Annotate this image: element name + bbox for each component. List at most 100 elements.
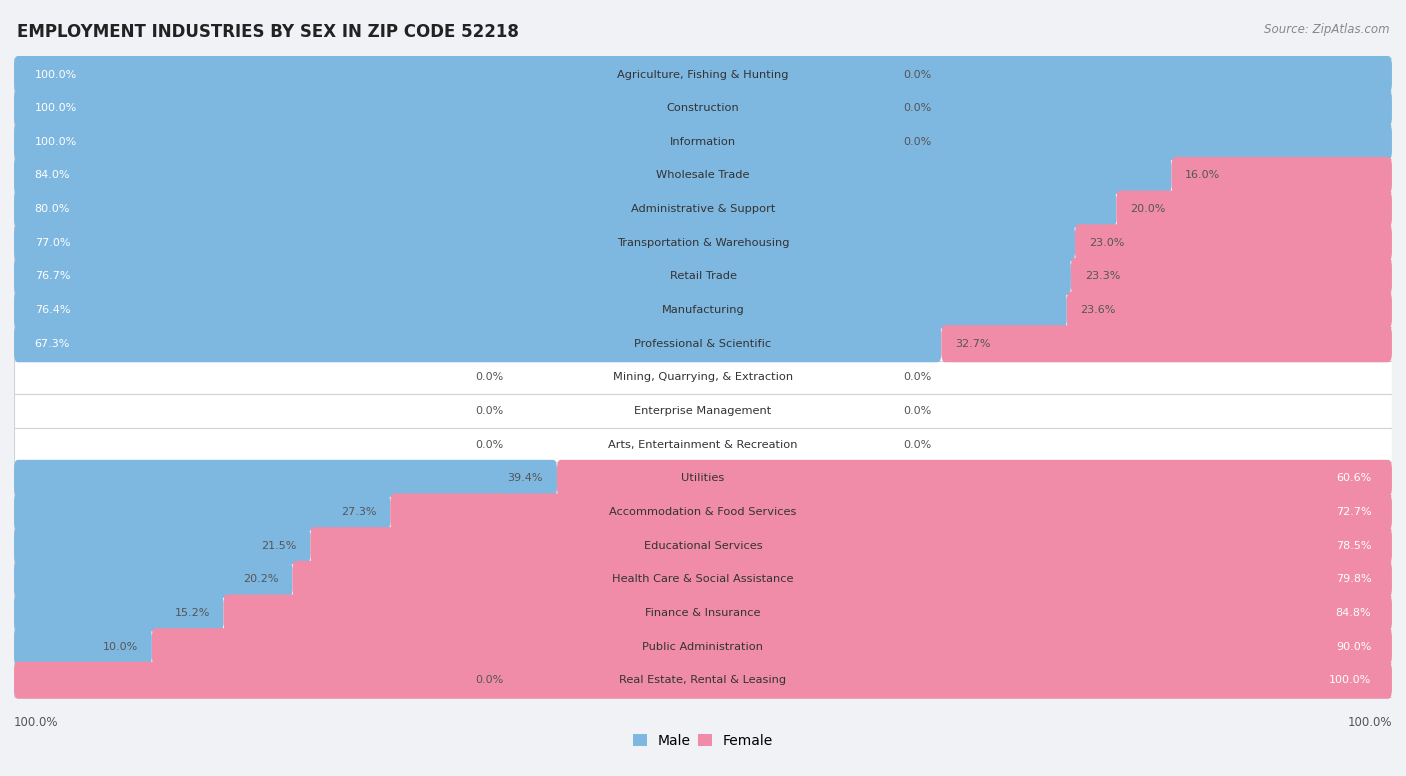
FancyBboxPatch shape <box>14 662 1392 698</box>
Text: 0.0%: 0.0% <box>475 406 503 416</box>
Text: Real Estate, Rental & Leasing: Real Estate, Rental & Leasing <box>620 675 786 685</box>
Text: 15.2%: 15.2% <box>174 608 209 618</box>
FancyBboxPatch shape <box>14 258 1071 295</box>
Bar <box>14 361 1392 394</box>
Text: 100.0%: 100.0% <box>35 103 77 113</box>
Bar <box>14 528 1392 563</box>
Bar <box>14 663 1392 697</box>
FancyBboxPatch shape <box>14 123 1392 161</box>
Text: 39.4%: 39.4% <box>508 473 543 483</box>
Text: 77.0%: 77.0% <box>35 237 70 248</box>
Text: Arts, Entertainment & Recreation: Arts, Entertainment & Recreation <box>609 440 797 450</box>
Bar <box>14 630 1392 663</box>
Text: Wholesale Trade: Wholesale Trade <box>657 171 749 181</box>
FancyBboxPatch shape <box>14 561 292 598</box>
Bar <box>14 192 1392 226</box>
FancyBboxPatch shape <box>942 325 1392 362</box>
FancyBboxPatch shape <box>1067 292 1392 328</box>
Text: 0.0%: 0.0% <box>475 675 503 685</box>
FancyBboxPatch shape <box>1116 191 1392 227</box>
Text: 0.0%: 0.0% <box>903 70 931 79</box>
Text: 16.0%: 16.0% <box>1185 171 1220 181</box>
FancyBboxPatch shape <box>224 594 1392 632</box>
Text: EMPLOYMENT INDUSTRIES BY SEX IN ZIP CODE 52218: EMPLOYMENT INDUSTRIES BY SEX IN ZIP CODE… <box>17 23 519 41</box>
Bar <box>14 462 1392 495</box>
FancyBboxPatch shape <box>14 325 942 362</box>
Text: 0.0%: 0.0% <box>903 440 931 450</box>
FancyBboxPatch shape <box>14 460 557 497</box>
Text: Construction: Construction <box>666 103 740 113</box>
Text: 60.6%: 60.6% <box>1336 473 1371 483</box>
Text: 10.0%: 10.0% <box>103 642 138 652</box>
Bar <box>14 394 1392 428</box>
Text: 20.2%: 20.2% <box>243 574 278 584</box>
FancyBboxPatch shape <box>14 56 1392 93</box>
Text: 84.0%: 84.0% <box>35 171 70 181</box>
Bar <box>14 563 1392 596</box>
Text: Information: Information <box>669 137 737 147</box>
Text: 80.0%: 80.0% <box>35 204 70 214</box>
Text: 0.0%: 0.0% <box>903 406 931 416</box>
Bar <box>14 57 1392 92</box>
FancyBboxPatch shape <box>14 191 1116 227</box>
FancyBboxPatch shape <box>14 628 152 665</box>
Text: Administrative & Support: Administrative & Support <box>631 204 775 214</box>
Bar <box>14 226 1392 260</box>
Text: 100.0%: 100.0% <box>1329 675 1371 685</box>
FancyBboxPatch shape <box>14 157 1171 194</box>
Text: Retail Trade: Retail Trade <box>669 272 737 282</box>
Text: 27.3%: 27.3% <box>340 507 377 517</box>
Text: 0.0%: 0.0% <box>903 137 931 147</box>
Bar <box>14 260 1392 293</box>
Text: 76.7%: 76.7% <box>35 272 70 282</box>
FancyBboxPatch shape <box>311 527 1392 564</box>
FancyBboxPatch shape <box>14 594 224 632</box>
Bar <box>14 327 1392 361</box>
Bar <box>14 596 1392 630</box>
Text: Enterprise Management: Enterprise Management <box>634 406 772 416</box>
Text: 100.0%: 100.0% <box>14 715 59 729</box>
FancyBboxPatch shape <box>292 561 1392 598</box>
FancyBboxPatch shape <box>14 224 1076 262</box>
Text: 67.3%: 67.3% <box>35 339 70 348</box>
Text: Mining, Quarrying, & Extraction: Mining, Quarrying, & Extraction <box>613 372 793 383</box>
Text: 20.0%: 20.0% <box>1130 204 1166 214</box>
FancyBboxPatch shape <box>557 460 1392 497</box>
Text: 78.5%: 78.5% <box>1336 541 1371 551</box>
Bar <box>14 428 1392 462</box>
Text: 0.0%: 0.0% <box>903 372 931 383</box>
Text: Public Administration: Public Administration <box>643 642 763 652</box>
FancyBboxPatch shape <box>14 494 391 531</box>
Legend: Male, Female: Male, Female <box>627 728 779 753</box>
Text: Finance & Insurance: Finance & Insurance <box>645 608 761 618</box>
Text: 79.8%: 79.8% <box>1336 574 1371 584</box>
Text: Source: ZipAtlas.com: Source: ZipAtlas.com <box>1264 23 1389 36</box>
FancyBboxPatch shape <box>14 527 311 564</box>
Text: 0.0%: 0.0% <box>903 103 931 113</box>
Text: Manufacturing: Manufacturing <box>662 305 744 315</box>
Bar <box>14 293 1392 327</box>
Text: Educational Services: Educational Services <box>644 541 762 551</box>
Text: 0.0%: 0.0% <box>475 372 503 383</box>
FancyBboxPatch shape <box>14 292 1067 328</box>
FancyBboxPatch shape <box>1076 224 1392 262</box>
Text: 23.0%: 23.0% <box>1088 237 1125 248</box>
Bar <box>14 158 1392 192</box>
Text: 23.6%: 23.6% <box>1081 305 1116 315</box>
Text: 32.7%: 32.7% <box>955 339 991 348</box>
Text: Agriculture, Fishing & Hunting: Agriculture, Fishing & Hunting <box>617 70 789 79</box>
Text: Professional & Scientific: Professional & Scientific <box>634 339 772 348</box>
Text: 100.0%: 100.0% <box>35 70 77 79</box>
FancyBboxPatch shape <box>1171 157 1392 194</box>
FancyBboxPatch shape <box>14 90 1392 126</box>
Bar <box>14 92 1392 125</box>
Text: Utilities: Utilities <box>682 473 724 483</box>
Text: 84.8%: 84.8% <box>1336 608 1371 618</box>
FancyBboxPatch shape <box>152 628 1392 665</box>
Text: 100.0%: 100.0% <box>35 137 77 147</box>
Text: 21.5%: 21.5% <box>262 541 297 551</box>
Text: 76.4%: 76.4% <box>35 305 70 315</box>
Text: 90.0%: 90.0% <box>1336 642 1371 652</box>
Text: 72.7%: 72.7% <box>1336 507 1371 517</box>
Text: 100.0%: 100.0% <box>1347 715 1392 729</box>
